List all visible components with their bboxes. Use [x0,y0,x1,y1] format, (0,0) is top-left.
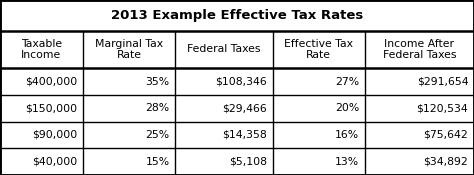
Text: $150,000: $150,000 [25,103,77,113]
Text: 13%: 13% [335,157,359,167]
Text: $75,642: $75,642 [424,130,468,140]
Text: Income After
Federal Taxes: Income After Federal Taxes [383,39,456,60]
Text: $400,000: $400,000 [25,77,77,87]
Text: $34,892: $34,892 [424,157,468,167]
Text: Taxable
Income: Taxable Income [21,39,62,60]
Text: $120,534: $120,534 [417,103,468,113]
Text: $29,466: $29,466 [222,103,267,113]
Text: $108,346: $108,346 [215,77,267,87]
Text: 27%: 27% [335,77,359,87]
Text: 25%: 25% [146,130,170,140]
Text: $40,000: $40,000 [32,157,77,167]
Text: 35%: 35% [146,77,170,87]
Text: Federal Taxes: Federal Taxes [187,44,261,54]
Text: 15%: 15% [146,157,170,167]
Text: 28%: 28% [146,103,170,113]
Text: $14,358: $14,358 [222,130,267,140]
Text: $5,108: $5,108 [229,157,267,167]
Text: 16%: 16% [335,130,359,140]
Text: Effective Tax
Rate: Effective Tax Rate [284,39,353,60]
Text: $291,654: $291,654 [417,77,468,87]
Text: Marginal Tax
Rate: Marginal Tax Rate [95,39,163,60]
Text: 20%: 20% [335,103,359,113]
Text: 2013 Example Effective Tax Rates: 2013 Example Effective Tax Rates [111,9,363,22]
Text: $90,000: $90,000 [32,130,77,140]
